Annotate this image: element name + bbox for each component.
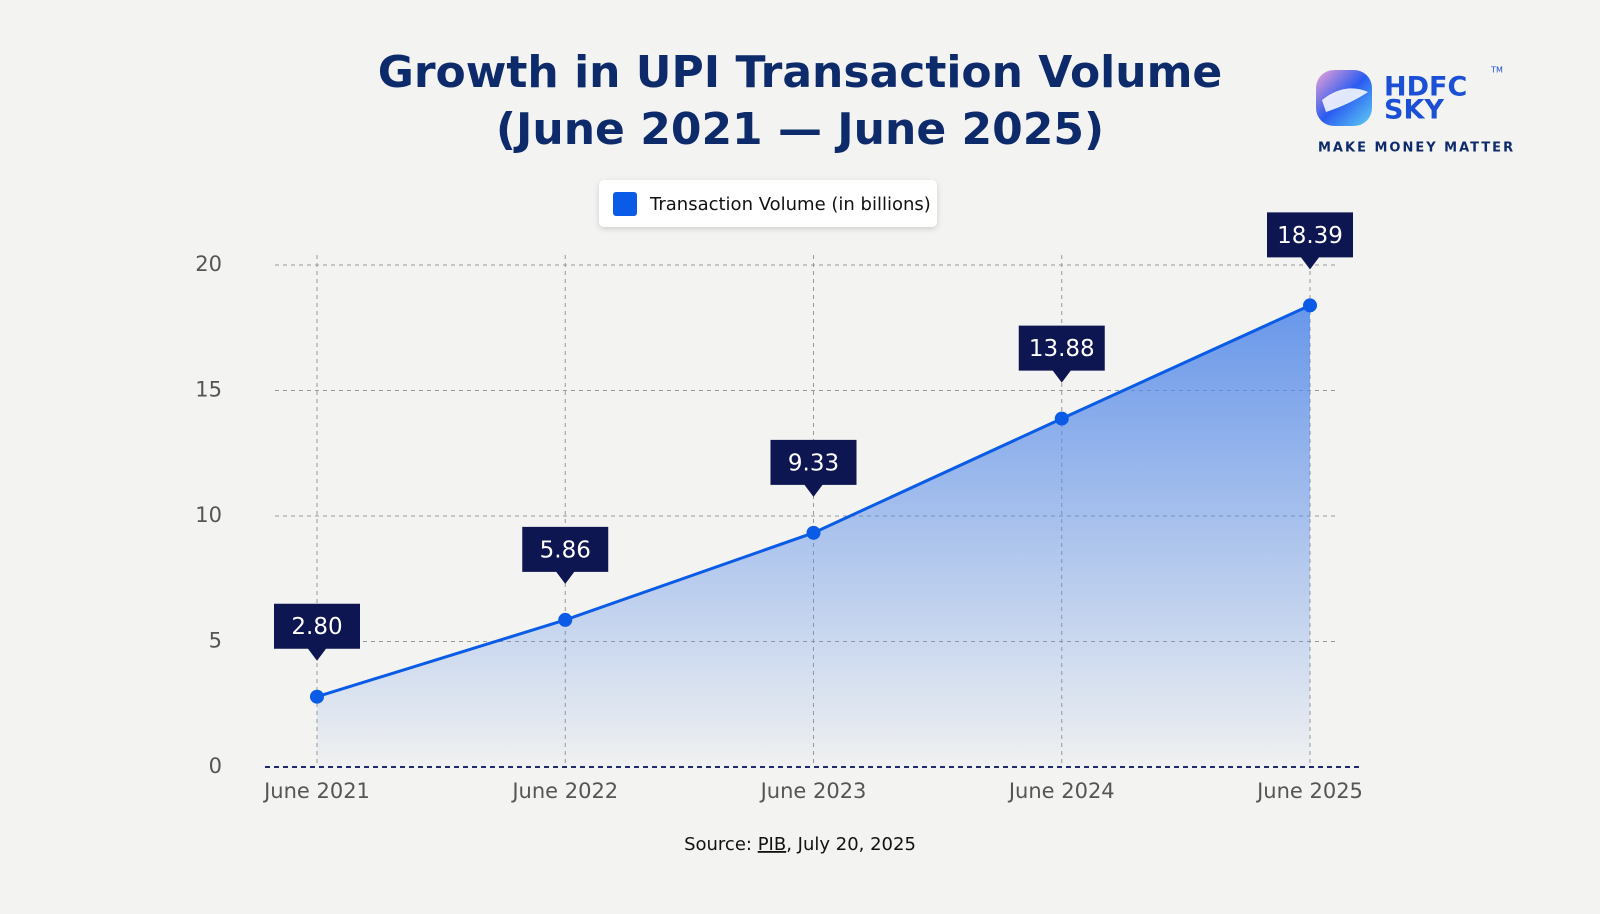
source-note: Source: PIB, July 20, 2025 [684,834,916,855]
value-label-box [1018,325,1105,383]
value-label-box [770,439,857,497]
x-tick-label: June 2021 [262,779,370,803]
y-tick-label: 20 [195,252,222,276]
value-label: 13.88 [1029,336,1095,362]
source-link[interactable]: PIB [758,834,787,855]
logo-text: SKY [1384,95,1444,126]
legend-box [599,180,937,227]
data-point [310,689,324,704]
value-label-box [1267,212,1353,270]
logo: HDFC SKY TM MAKE MONEY MATTER [1316,66,1515,156]
plot-area: 0 5 10 15 20 June 2021 June 2022 June 2023 June … [195,212,1363,803]
x-tick-label: June 2022 [510,779,618,803]
data-point [1303,298,1317,313]
x-tick-label: June 2023 [759,779,867,803]
data-point [1054,411,1069,426]
value-label: 5.86 [540,537,591,563]
legend-swatch [613,192,637,216]
x-tick-label: June 2025 [1255,779,1363,803]
logo-text: HDFC [1384,72,1467,103]
value-label-box [522,526,609,584]
y-tick-label: 5 [209,629,222,653]
value-label: 2.80 [291,614,342,640]
logo-tagline: MAKE MONEY MATTER [1318,141,1515,156]
chart-title: (June 2021 — June 2025) [496,104,1104,155]
x-tick-label: June 2024 [1007,779,1115,803]
data-point [806,525,821,540]
logo-trademark: TM [1490,66,1503,75]
value-label: 18.39 [1277,223,1343,249]
y-tick-label: 0 [209,754,222,778]
source-prefix: Source: [684,834,752,855]
value-label-box [274,603,360,661]
legend-label: Transaction Volume (in billions) [649,194,931,215]
logo-swoosh [1322,88,1368,112]
chart-title: Growth in UPI Transaction Volume [378,47,1223,98]
source-suffix: , July 20, 2025 [786,834,916,855]
legend: Transaction Volume (in billions) [599,180,937,227]
value-label: 9.33 [788,450,839,476]
y-tick-label: 15 [195,378,222,402]
y-tick-label: 10 [195,503,222,527]
data-point [558,612,573,627]
